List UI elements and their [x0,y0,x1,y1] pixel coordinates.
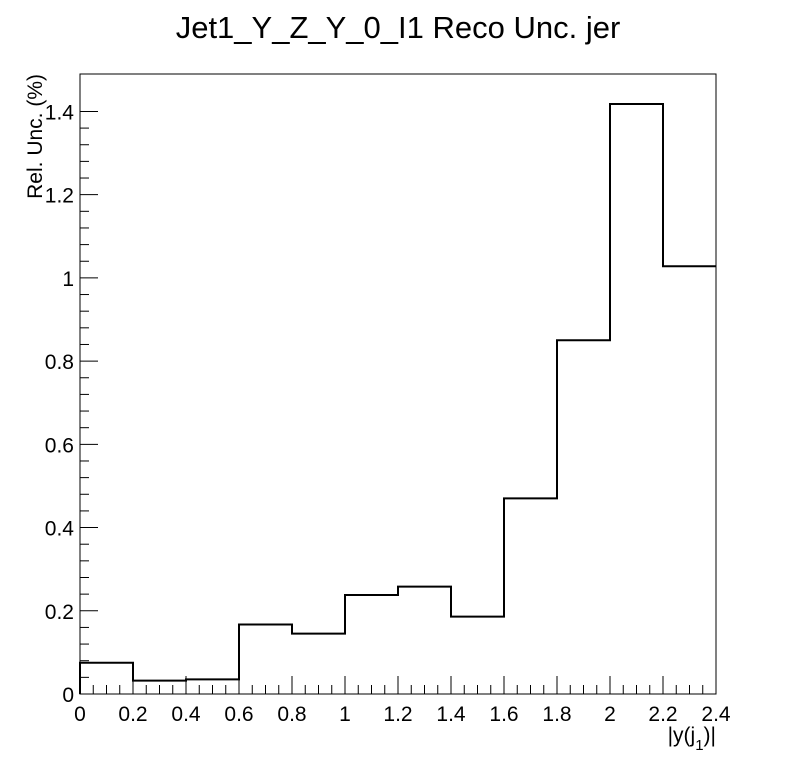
x-tick-label: 1.8 [542,703,571,726]
x-tick-label: 1.6 [489,703,518,726]
y-tick-label: 1.2 [45,185,74,208]
x-tick-labels: 0 0.2 0.4 0.6 0.8 1 1.2 1.4 1.6 1.8 2 2.2 2.4 [74,703,731,726]
y-tick-label: 1 [62,268,74,291]
y-tick-labels: 0 0.2 0.4 0.6 0.8 1 1.2 1.4 [45,101,75,707]
histogram-line [79,102,716,694]
x-tick-label: 0.6 [224,703,253,726]
y-tick-label: 1.4 [45,101,75,124]
x-tick-label: 1.4 [436,703,466,726]
axis-ticks [79,110,717,695]
x-axis-label: |y(j1)| [668,724,716,754]
x-tick-label: 2.2 [648,703,677,726]
chart-title: Jet1_Y_Z_Y_0_I1 Reco Unc. jer [176,10,621,45]
x-tick-label: 2 [604,703,616,726]
y-tick-label: 0.8 [45,351,74,374]
x-tick-label: 0.4 [171,703,201,726]
x-tick-label: 0.2 [118,703,147,726]
plot-frame [79,73,717,695]
y-tick-label: 0.4 [45,518,75,541]
x-tick-label: 2.4 [701,703,731,726]
x-tick-label: 0 [74,703,86,726]
y-tick-label: 0.2 [45,601,74,624]
x-tick-label: 1 [339,703,351,726]
y-tick-label: 0 [62,684,74,707]
x-tick-label: 0.8 [277,703,306,726]
y-tick-label: 0.6 [45,434,74,457]
x-tick-label: 1.2 [383,703,412,726]
y-axis-label: Rel. Unc. (%) [24,74,47,199]
